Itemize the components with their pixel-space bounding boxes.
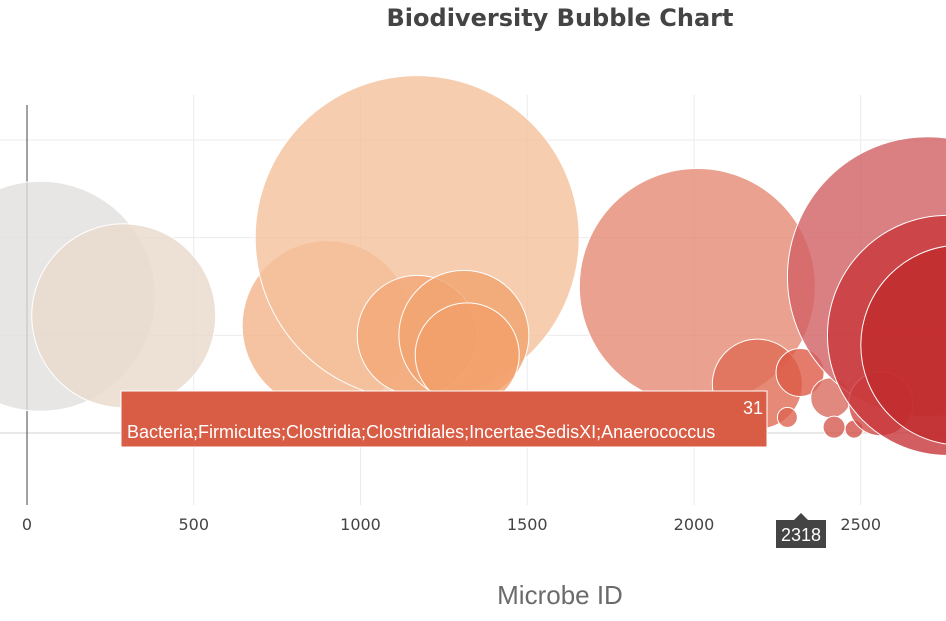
chart-title: Biodiversity Bubble Chart bbox=[386, 4, 734, 32]
hover-layer: 31 Bacteria;Firmicutes;Clostridia;Clostr… bbox=[120, 390, 826, 548]
hover-tooltip-label: Bacteria;Firmicutes;Clostridia;Clostridi… bbox=[127, 422, 715, 442]
x-tick-label: 2000 bbox=[674, 515, 715, 534]
bubble-point[interactable] bbox=[775, 347, 825, 397]
x-hover-readout-box bbox=[776, 520, 826, 548]
x-axis-label: Microbe ID bbox=[497, 580, 623, 610]
x-hover-readout: 2318 bbox=[781, 525, 821, 545]
x-tick-label: 500 bbox=[178, 515, 209, 534]
x-axis-ticks: 0 500 1000 1500 2000 2500 bbox=[22, 515, 881, 534]
bubble-point[interactable] bbox=[776, 406, 798, 428]
x-tick-label: 2500 bbox=[840, 515, 881, 534]
x-tick-label: 1000 bbox=[340, 515, 381, 534]
hover-tooltip bbox=[120, 390, 768, 448]
bubble-point[interactable] bbox=[822, 415, 846, 439]
bubble-point[interactable] bbox=[860, 245, 946, 445]
x-tick-label: 0 bbox=[22, 515, 32, 534]
x-hover-pointer bbox=[794, 513, 808, 520]
hover-tooltip-value: 31 bbox=[743, 398, 763, 418]
bubble-point[interactable] bbox=[31, 223, 217, 409]
x-tick-label: 1500 bbox=[507, 515, 548, 534]
